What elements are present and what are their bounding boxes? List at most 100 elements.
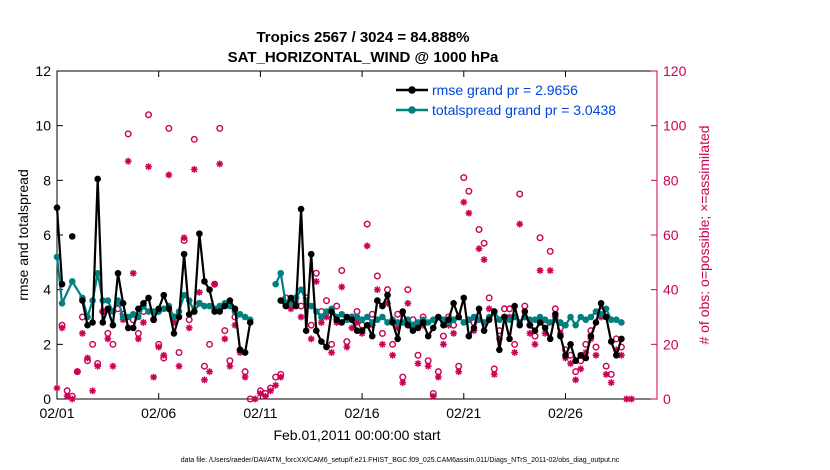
rmse-marker <box>206 286 213 293</box>
obs-assimilated-marker <box>541 330 549 337</box>
obs-possible-marker <box>460 174 468 182</box>
rmse-marker <box>155 305 162 313</box>
rmse-marker <box>424 332 432 340</box>
spread-marker <box>297 286 305 293</box>
obs-assimilated-marker <box>612 346 620 354</box>
rmse-marker <box>297 205 305 213</box>
rmse-marker <box>602 313 610 321</box>
spread-marker <box>541 316 549 324</box>
obs-assimilated-marker <box>180 234 188 242</box>
y-left-tick-label: 4 <box>43 282 51 298</box>
rmse-marker <box>475 305 483 313</box>
obs-assimilated-marker <box>455 368 463 376</box>
rmse-marker <box>338 319 346 326</box>
obs-assimilated-marker <box>495 335 503 343</box>
obs-assimilated-marker <box>450 330 458 337</box>
rmse-marker <box>68 233 76 240</box>
rmse-marker <box>348 316 356 324</box>
rmse-marker <box>79 297 86 304</box>
spread-marker <box>196 300 203 307</box>
obs-assimilated-marker <box>465 209 473 217</box>
rmse-marker <box>613 351 620 359</box>
obs-possible-marker <box>216 124 224 132</box>
spread-marker <box>170 313 178 321</box>
rmse-marker <box>129 324 137 332</box>
obs-assimilated-marker <box>272 381 280 389</box>
obs-possible-marker <box>394 310 402 318</box>
obs-assimilated-marker <box>434 373 442 381</box>
spread-marker <box>272 280 279 288</box>
obs-assimilated-marker <box>389 351 396 359</box>
obs-possible-marker <box>511 340 519 348</box>
obs-assimilated-marker <box>297 313 305 321</box>
obs-assimilated-marker <box>623 395 630 403</box>
obs-assimilated-marker <box>262 392 269 400</box>
spread-marker <box>94 269 101 277</box>
rmse-marker <box>460 294 468 302</box>
rmse-marker <box>592 319 600 326</box>
spread-marker <box>394 319 401 326</box>
spread-marker <box>577 313 585 321</box>
obs-possible-marker <box>546 247 554 255</box>
rmse-marker <box>160 291 168 299</box>
obs-assimilated-marker <box>338 283 346 291</box>
rmse-marker <box>536 319 544 326</box>
obs-possible-marker <box>378 329 386 337</box>
obs-assimilated-marker <box>94 362 102 370</box>
x-tick-label: 02/21 <box>446 405 481 421</box>
y-left-tick-label: 2 <box>43 336 51 352</box>
y-right-tick-label: 20 <box>663 336 679 352</box>
rmse-marker <box>374 297 381 304</box>
obs-assimilated-marker <box>307 335 315 343</box>
obs-possible-marker <box>465 187 473 195</box>
obs-assimilated-marker <box>53 384 61 392</box>
obs-assimilated-marker <box>399 379 407 386</box>
rmse-marker <box>368 332 376 340</box>
obs-assimilated-marker <box>343 343 351 351</box>
obs-assimilated-marker <box>373 286 381 294</box>
rmse-marker <box>140 300 147 307</box>
spread-marker <box>572 321 579 329</box>
rmse-marker <box>313 327 320 334</box>
obs-assimilated-marker <box>480 256 488 263</box>
y-right-tick-label: 0 <box>663 391 671 407</box>
spread-marker <box>618 319 625 326</box>
rmse-marker <box>465 332 473 340</box>
rmse-marker <box>506 335 513 343</box>
obs-assimilated-marker <box>592 351 600 359</box>
obs-assimilated-marker <box>195 289 203 296</box>
obs-possible-marker <box>190 135 198 143</box>
obs-assimilated-marker <box>628 395 635 403</box>
obs-assimilated-marker <box>251 395 259 403</box>
rmse-marker <box>150 316 157 324</box>
rmse-marker <box>201 278 208 285</box>
spread-marker <box>587 313 595 321</box>
obs-possible-marker <box>89 340 97 348</box>
spread-marker <box>429 316 437 324</box>
spread-marker <box>607 316 615 324</box>
rmse-marker <box>455 313 462 321</box>
rmse-marker <box>145 294 152 302</box>
rmse-marker <box>124 324 132 332</box>
obs-assimilated-marker <box>379 340 386 348</box>
rmse-marker <box>135 305 142 313</box>
rmse-marker <box>399 308 407 315</box>
rmse-marker <box>246 319 254 326</box>
obs-possible-marker <box>200 362 208 370</box>
spread-marker <box>496 316 503 324</box>
obs-possible-marker <box>480 239 488 247</box>
obs-assimilated-marker <box>363 242 371 250</box>
obs-assimilated-marker <box>124 157 132 165</box>
obs-possible-marker <box>322 297 330 305</box>
spread-marker <box>241 313 249 321</box>
rmse-marker <box>541 324 549 332</box>
obs-assimilated-marker <box>165 171 173 179</box>
rmse-marker <box>190 308 198 315</box>
obs-assimilated-marker <box>150 373 158 381</box>
spread-marker <box>613 316 620 324</box>
rmse-marker <box>231 305 239 313</box>
rmse-marker <box>343 313 351 321</box>
obs-possible-marker <box>572 368 580 376</box>
rmse-marker <box>99 319 107 326</box>
